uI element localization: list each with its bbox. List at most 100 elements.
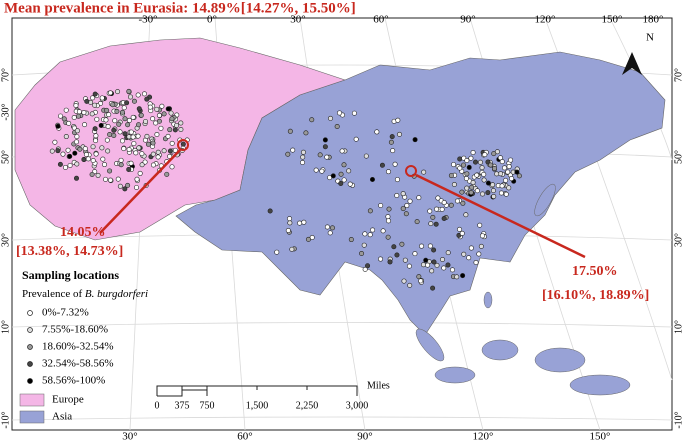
sample-point xyxy=(90,95,96,101)
sample-point xyxy=(141,91,147,97)
sample-point xyxy=(387,259,393,265)
sample-point xyxy=(508,157,514,163)
sample-point xyxy=(126,134,132,140)
sample-point xyxy=(172,147,178,153)
sample-point xyxy=(90,144,96,150)
sample-point xyxy=(319,168,325,174)
annotation-interval: [13.38%, 14.73%] xyxy=(16,244,123,259)
sample-point xyxy=(479,233,485,239)
title: Mean prevalence in Eurasia: 14.89%[14.27… xyxy=(4,0,356,16)
sample-point xyxy=(73,102,79,108)
sample-point xyxy=(117,129,123,135)
sample-point xyxy=(82,146,88,152)
sample-point xyxy=(144,96,150,102)
sample-point xyxy=(370,227,376,233)
sample-point xyxy=(98,122,104,128)
sample-point xyxy=(89,171,95,177)
sample-point xyxy=(506,164,512,170)
sample-point xyxy=(327,230,333,236)
sample-point xyxy=(433,221,439,227)
sample-point xyxy=(473,159,479,165)
sample-point xyxy=(63,107,69,113)
sample-point xyxy=(81,156,87,162)
sample-point xyxy=(441,200,447,206)
sample-point xyxy=(449,267,455,273)
sample-point xyxy=(115,89,121,95)
sample-point xyxy=(73,175,79,181)
legend-subtitle-text: Prevalence of xyxy=(22,288,85,300)
sample-point xyxy=(104,107,110,113)
sample-point xyxy=(107,90,113,96)
sample-point xyxy=(427,243,433,249)
sample-point xyxy=(67,153,73,159)
sample-point xyxy=(363,153,369,159)
sample-point xyxy=(394,177,400,183)
sample-point xyxy=(498,190,504,196)
sample-point xyxy=(85,156,91,162)
sample-point xyxy=(421,169,427,175)
asia-callout: 17.50% [16.10%, 18.89%] xyxy=(405,165,649,303)
sample-point xyxy=(460,273,466,279)
north-arrow: N xyxy=(622,32,654,75)
sample-point xyxy=(404,203,410,209)
sample-point xyxy=(412,251,418,257)
sample-point xyxy=(49,148,55,154)
sample-point xyxy=(416,195,422,201)
europe-callout: 14.05% [13.38%, 14.73%] xyxy=(16,139,189,259)
sample-point xyxy=(93,138,99,144)
sample-point xyxy=(330,173,336,179)
sample-point xyxy=(402,257,408,263)
sample-point xyxy=(455,198,461,204)
sample-point xyxy=(386,206,392,212)
sample-point xyxy=(167,148,173,154)
sample-point xyxy=(106,112,112,118)
sample-point xyxy=(180,141,186,147)
sample-point xyxy=(125,182,131,188)
sample-point xyxy=(380,228,386,234)
sample-point xyxy=(400,191,406,197)
sample-point xyxy=(134,176,140,182)
sample-point xyxy=(92,126,98,132)
sample-point xyxy=(337,110,343,116)
sample-point xyxy=(334,123,340,129)
graticule-label: 50° xyxy=(673,150,684,164)
sample-point xyxy=(353,136,359,142)
graticule-label: -30° xyxy=(0,103,11,120)
north-label: N xyxy=(646,32,654,44)
sample-point xyxy=(448,173,454,179)
legend-symbol xyxy=(27,378,33,384)
sample-point xyxy=(481,177,487,183)
sample-point xyxy=(400,206,406,212)
sample-point xyxy=(60,151,66,157)
sample-point xyxy=(460,200,466,206)
graticule-label: 10° xyxy=(0,320,11,334)
sample-point xyxy=(457,156,463,162)
sample-point xyxy=(104,137,110,143)
sample-point xyxy=(126,88,132,94)
graticule-label: 150° xyxy=(590,431,611,443)
scale-label: 750 xyxy=(200,400,215,411)
graticule-label: 30° xyxy=(0,233,11,247)
sample-point xyxy=(131,98,137,104)
sample-point xyxy=(440,256,446,262)
sample-point xyxy=(374,129,380,135)
sample-point xyxy=(491,166,497,172)
sample-point xyxy=(431,259,437,265)
sample-point xyxy=(516,173,522,179)
graticule-label: 60° xyxy=(237,431,252,443)
sample-point xyxy=(143,118,149,124)
sample-point xyxy=(102,176,108,182)
sample-point xyxy=(154,131,160,137)
sample-point xyxy=(128,160,134,166)
sample-point xyxy=(169,140,175,146)
sample-point xyxy=(110,102,116,108)
sample-point xyxy=(66,120,72,126)
sample-point xyxy=(119,109,125,115)
callout-circle xyxy=(405,165,417,177)
sample-point xyxy=(499,159,505,165)
sample-point xyxy=(144,133,150,139)
sample-point xyxy=(468,155,474,161)
legend: Sampling locations Prevalence of B. burg… xyxy=(19,268,148,424)
sample-point xyxy=(116,121,122,127)
